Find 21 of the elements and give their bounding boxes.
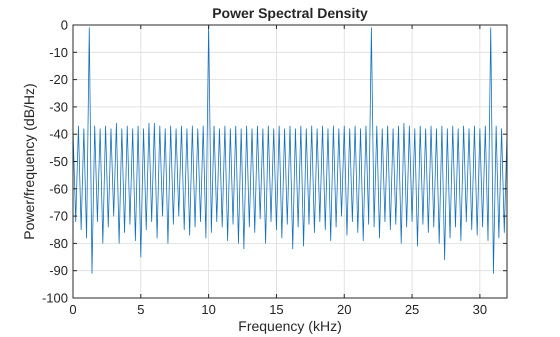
y-axis-title: Power/frequency (dB/Hz) xyxy=(21,83,37,240)
y-tick-label: -50 xyxy=(49,154,68,169)
x-tick-label: 25 xyxy=(404,302,420,317)
x-axis-title: Frequency (kHz) xyxy=(238,318,342,334)
y-tick-label: -10 xyxy=(49,44,68,60)
x-tick-label: 30 xyxy=(472,302,488,317)
y-tick-label: -60 xyxy=(49,181,68,196)
line-series xyxy=(73,25,507,274)
chart-title: Power Spectral Density xyxy=(212,5,368,21)
x-tick-label: 15 xyxy=(269,302,284,317)
y-tick-label: -30 xyxy=(49,99,68,114)
x-tick-label: 10 xyxy=(201,302,216,317)
y-tick-label: -40 xyxy=(49,126,68,142)
y-tick-label: -20 xyxy=(49,72,68,88)
x-tick-label: 20 xyxy=(337,302,352,317)
y-tick-label: -100 xyxy=(42,290,68,306)
x-tick-label: 5 xyxy=(137,302,144,317)
y-tick-label: -70 xyxy=(49,208,68,224)
y-tick-label: 0 xyxy=(60,18,68,32)
y-tick-label: -80 xyxy=(49,236,68,251)
y-tick-label: -90 xyxy=(49,263,68,278)
